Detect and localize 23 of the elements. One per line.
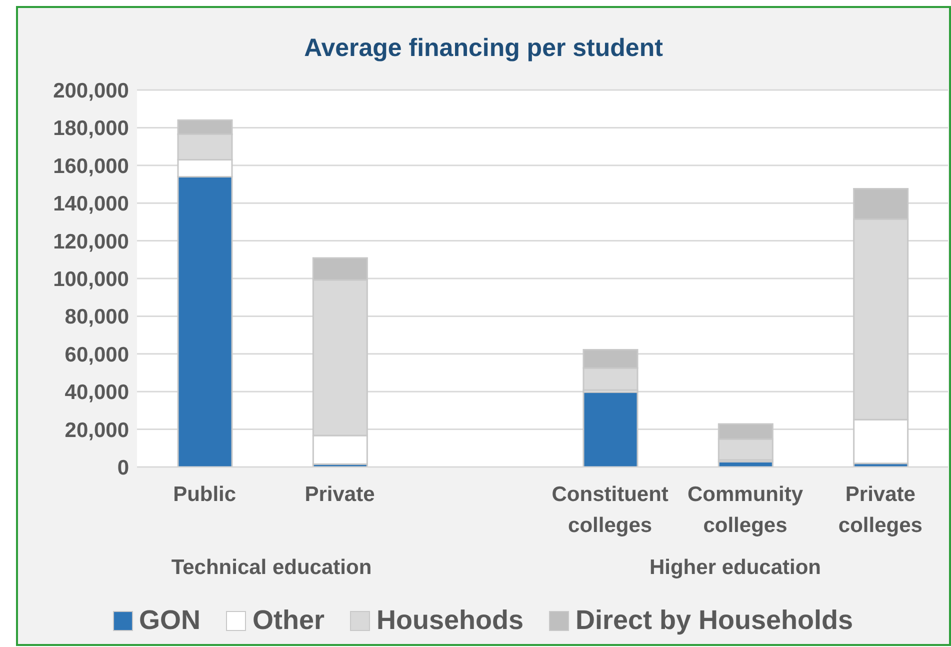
legend-label: GON xyxy=(138,605,200,636)
legend-label: Househods xyxy=(376,605,524,636)
x-tick-label: Public xyxy=(173,483,236,506)
text: Higher education xyxy=(648,556,822,580)
x-tick-label: Community colleges xyxy=(688,483,804,537)
y-tick-label: 200,000 xyxy=(53,79,129,102)
chart-title: Average financing per student xyxy=(303,34,664,63)
y-tick-label: 140,000 xyxy=(53,192,129,216)
y-tick-label: 180,000 xyxy=(53,117,129,140)
legend-label: Other xyxy=(252,605,324,636)
y-tick-label: 100,000 xyxy=(53,268,129,291)
text: Technical education xyxy=(170,556,373,580)
x-tick-label: Private colleges xyxy=(838,483,922,537)
y-tick-label: 20,000 xyxy=(64,418,129,442)
y-tick-label: 60,000 xyxy=(64,343,129,366)
y-tick-label: 160,000 xyxy=(53,154,129,178)
y-tick-label: 0 xyxy=(117,456,129,480)
y-tick-label: 80,000 xyxy=(64,306,129,329)
y-tick-label: 40,000 xyxy=(64,381,129,404)
y-tick-label: 120,000 xyxy=(53,230,129,254)
x-tick-label: Constituent colleges xyxy=(552,483,668,537)
x-tick-label: Private xyxy=(304,483,375,506)
legend-label: Direct by Households xyxy=(575,605,854,636)
